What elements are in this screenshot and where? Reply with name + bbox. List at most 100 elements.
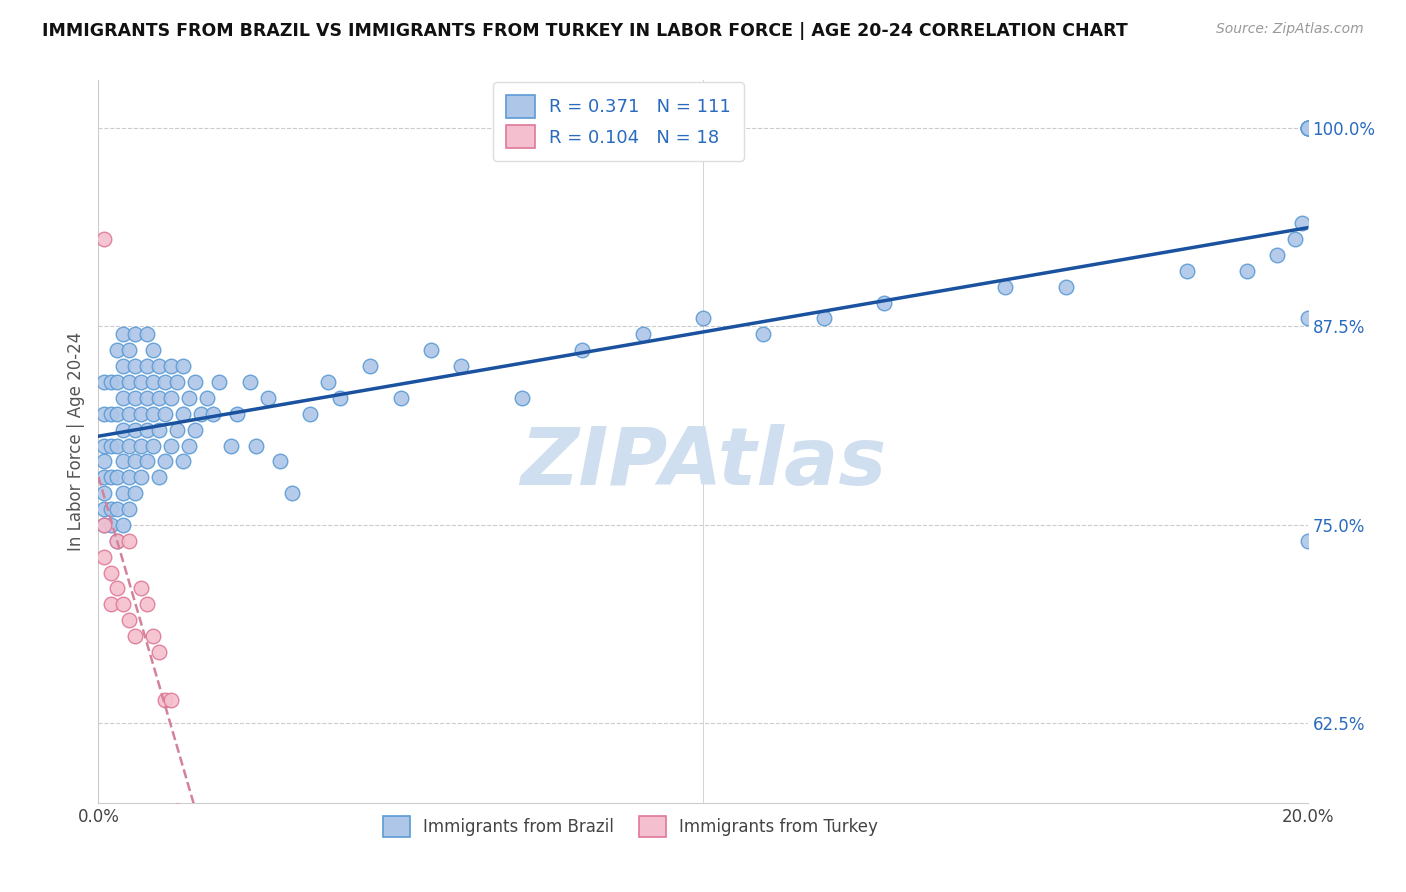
Point — [93, 502, 115, 516]
Point — [93, 486, 115, 500]
Point — [93, 549, 115, 564]
Point — [153, 692, 176, 706]
Point — [510, 391, 533, 405]
Point — [631, 327, 654, 342]
Point — [226, 407, 249, 421]
Point — [93, 407, 115, 421]
Point — [153, 407, 176, 421]
Point — [111, 327, 134, 342]
Point — [166, 804, 188, 818]
Point — [142, 375, 165, 389]
Point — [100, 407, 122, 421]
Point — [873, 295, 896, 310]
Point — [100, 566, 122, 580]
Point — [129, 582, 152, 596]
Point — [93, 517, 115, 532]
Point — [166, 375, 188, 389]
Point — [1267, 248, 1289, 262]
Point — [111, 359, 134, 373]
Point — [172, 359, 194, 373]
Point — [281, 486, 304, 500]
Point — [239, 375, 262, 389]
Point — [118, 407, 141, 421]
Point — [299, 407, 322, 421]
Point — [179, 391, 201, 405]
Point — [118, 502, 141, 516]
Point — [1296, 120, 1319, 135]
Point — [269, 454, 291, 468]
Point — [118, 470, 141, 484]
Point — [93, 454, 115, 468]
Point — [184, 423, 207, 437]
Point — [111, 391, 134, 405]
Point — [208, 375, 231, 389]
Point — [111, 454, 134, 468]
Point — [135, 454, 157, 468]
Point — [100, 517, 122, 532]
Point — [153, 375, 176, 389]
Point — [994, 279, 1017, 293]
Point — [1291, 216, 1313, 230]
Point — [190, 407, 212, 421]
Point — [389, 391, 412, 405]
Point — [135, 597, 157, 611]
Point — [1296, 311, 1319, 326]
Point — [124, 629, 146, 643]
Point — [129, 375, 152, 389]
Point — [124, 423, 146, 437]
Point — [329, 391, 352, 405]
Point — [100, 597, 122, 611]
Point — [153, 454, 176, 468]
Point — [1296, 120, 1319, 135]
Point — [420, 343, 443, 358]
Point — [105, 343, 128, 358]
Point — [129, 438, 152, 452]
Point — [111, 486, 134, 500]
Point — [166, 423, 188, 437]
Point — [93, 470, 115, 484]
Point — [571, 343, 593, 358]
Point — [316, 375, 339, 389]
Point — [148, 391, 170, 405]
Point — [245, 438, 267, 452]
Point — [118, 343, 141, 358]
Point — [1296, 120, 1319, 135]
Point — [179, 438, 201, 452]
Point — [124, 359, 146, 373]
Point — [142, 438, 165, 452]
Point — [142, 407, 165, 421]
Point — [184, 375, 207, 389]
Point — [172, 454, 194, 468]
Point — [111, 517, 134, 532]
Point — [752, 327, 775, 342]
Point — [105, 470, 128, 484]
Point — [160, 692, 183, 706]
Point — [256, 391, 278, 405]
Point — [111, 597, 134, 611]
Point — [100, 375, 122, 389]
Text: Source: ZipAtlas.com: Source: ZipAtlas.com — [1216, 22, 1364, 37]
Point — [202, 407, 225, 421]
Point — [1296, 120, 1319, 135]
Point — [105, 533, 128, 548]
Point — [118, 533, 141, 548]
Point — [160, 391, 183, 405]
Point — [1175, 264, 1198, 278]
Point — [135, 423, 157, 437]
Point — [93, 517, 115, 532]
Point — [135, 327, 157, 342]
Point — [105, 438, 128, 452]
Point — [148, 423, 170, 437]
Point — [118, 375, 141, 389]
Point — [360, 359, 382, 373]
Point — [1054, 279, 1077, 293]
Point — [129, 470, 152, 484]
Point — [124, 327, 146, 342]
Point — [105, 502, 128, 516]
Point — [93, 375, 115, 389]
Point — [160, 359, 183, 373]
Text: IMMIGRANTS FROM BRAZIL VS IMMIGRANTS FROM TURKEY IN LABOR FORCE | AGE 20-24 CORR: IMMIGRANTS FROM BRAZIL VS IMMIGRANTS FRO… — [42, 22, 1128, 40]
Legend: Immigrants from Brazil, Immigrants from Turkey: Immigrants from Brazil, Immigrants from … — [371, 804, 890, 848]
Point — [221, 438, 243, 452]
Point — [124, 454, 146, 468]
